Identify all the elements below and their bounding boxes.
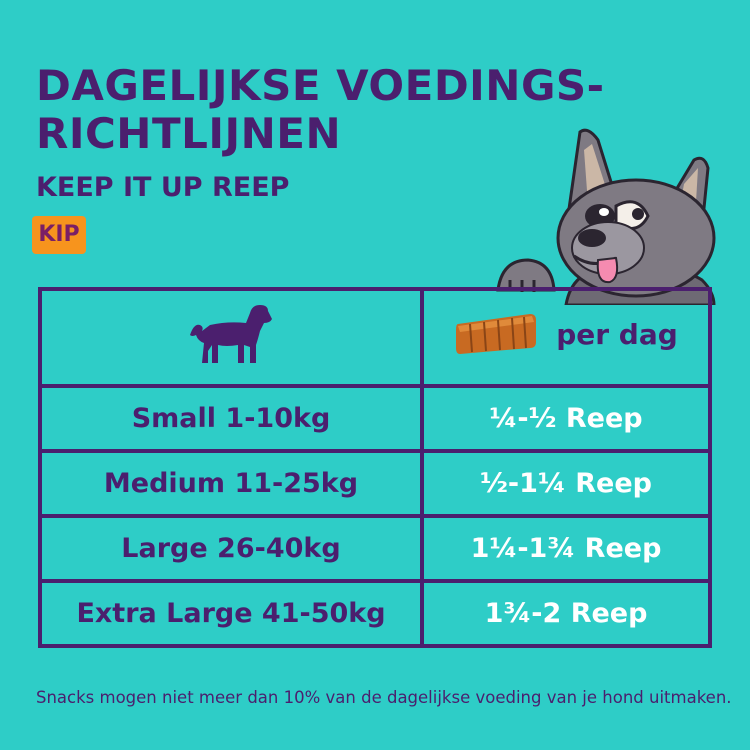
flavor-badge: KIP — [32, 216, 86, 254]
table-row: Extra Large 41-50kg 1¾-2 Reep — [38, 579, 712, 648]
title-line-1: DAGELIJKSE VOEDINGS- — [36, 61, 605, 110]
daily-amount-cell: 1¼-1¾ Reep — [420, 514, 712, 583]
per-day-label: per dag — [556, 317, 678, 351]
dog-size-cell: Large 26-40kg — [38, 514, 424, 583]
dog-silhouette-icon — [190, 305, 272, 363]
daily-amount-cell: 1¾-2 Reep — [420, 579, 712, 648]
footnote-disclaimer: Snacks mogen niet meer dan 10% van de da… — [36, 688, 732, 707]
dog-size-cell: Small 1-10kg — [38, 384, 424, 453]
table-header-row: per dag — [38, 287, 712, 388]
dog-size-header-cell — [38, 287, 424, 388]
french-bulldog-illustration — [496, 128, 716, 305]
page-title: DAGELIJKSE VOEDINGS- RICHTLIJNEN — [36, 62, 605, 158]
table-row: Large 26-40kg 1¼-1¾ Reep — [38, 514, 712, 583]
per-day-header-cell: per dag — [420, 287, 712, 388]
daily-amount-cell: ½-1¼ Reep — [420, 449, 712, 518]
table-row: Medium 11-25kg ½-1¼ Reep — [38, 449, 712, 518]
title-line-2: RICHTLIJNEN — [36, 109, 342, 158]
daily-amount-cell: ¼-½ Reep — [420, 384, 712, 453]
table-row: Small 1-10kg ¼-½ Reep — [38, 384, 712, 453]
product-subtitle: KEEP IT UP REEP — [36, 172, 290, 203]
feeding-guideline-table: per dag Small 1-10kg ¼-½ Reep Medium 11-… — [38, 287, 712, 648]
dog-size-cell: Medium 11-25kg — [38, 449, 424, 518]
dog-size-cell: Extra Large 41-50kg — [38, 579, 424, 648]
treat-strip-icon — [456, 314, 537, 354]
